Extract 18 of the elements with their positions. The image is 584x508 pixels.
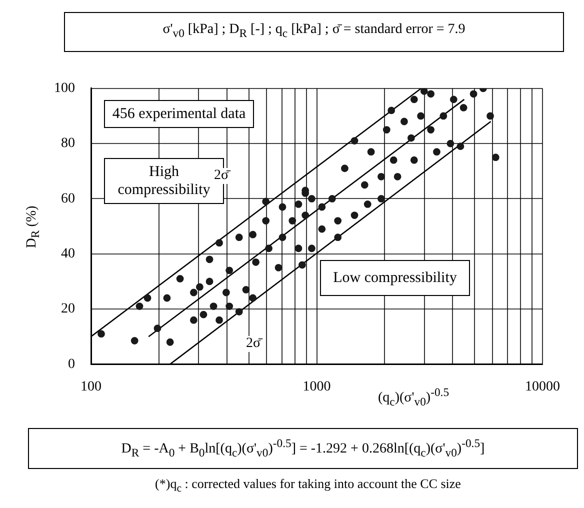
y-tick-label: 100 — [54, 81, 75, 96]
x-tick-label: 10000 — [525, 379, 560, 394]
annotation: 2σ̄ — [214, 168, 229, 184]
x-tick-label: 1000 — [302, 379, 331, 394]
text: D$_{R}$ = -A$_{0}$ + B$_{0}$ln[(q$_{c}$)(σ'$_{v0}$)$^{-0.5}$] = -1.292 + 0.268ln[(q$_{c}$)(σ'$_{v0}$)$^{-0.5}$] — [121, 437, 485, 460]
y-tick-label: 20 — [61, 302, 75, 317]
x-axis-title: (q$_{c}$)(σ'$_{v0}$)$^{-0.5}$ — [378, 386, 450, 408]
chart-title: σ'$_{v0}$ [kPa] ; D$_{R}$ [-] ; q$_{c}$ [kPa] ; σ̄ = standard error = 7.9 — [64, 12, 564, 52]
annotation: High compressibility — [118, 164, 210, 198]
y-tick-label: 40 — [61, 246, 75, 262]
annotation: 2σ̄ — [246, 336, 261, 352]
text: (*)q$_{c}$ : corrected values for taking into account the CC size — [154, 476, 462, 495]
y-tick-label: 0 — [68, 356, 75, 372]
annotation: 456 experimental data — [104, 100, 254, 128]
x-tick-label: 100 — [80, 379, 102, 394]
y-tick-label: 80 — [61, 136, 75, 152]
annotation: Low compressibility — [320, 260, 470, 296]
y-tick-label: 60 — [61, 191, 75, 206]
